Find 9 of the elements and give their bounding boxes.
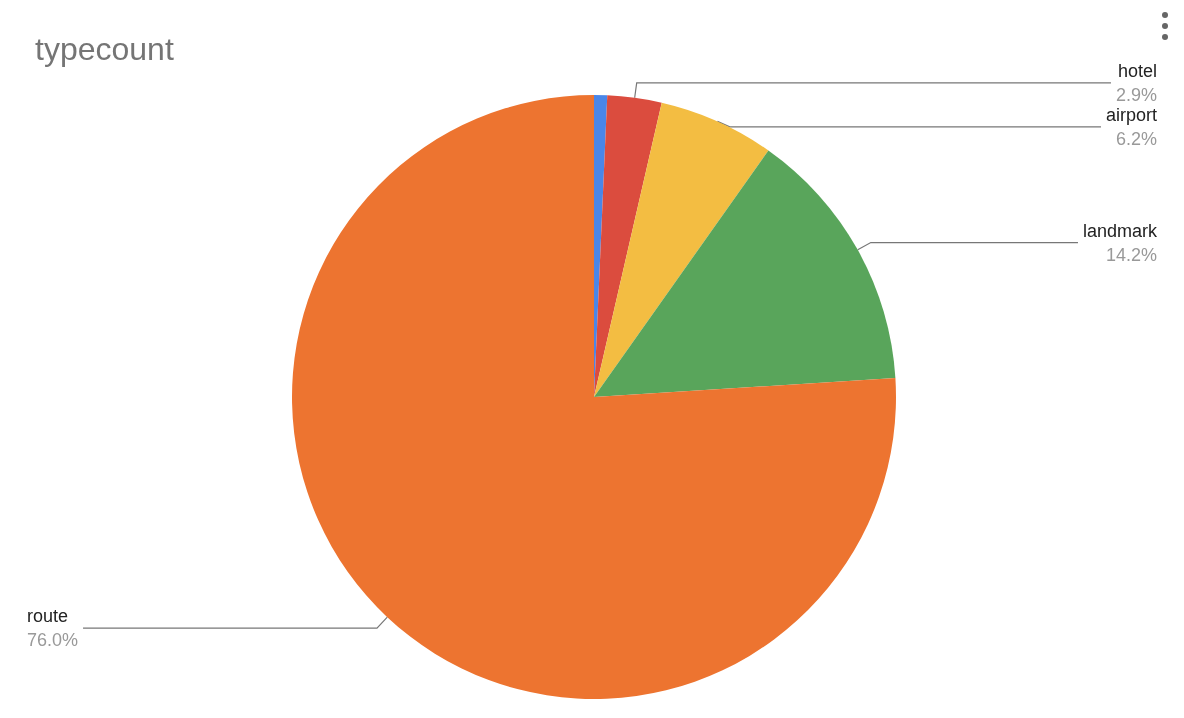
data-label: 76.0% [27,630,79,651]
slice-label: airport [1105,104,1157,125]
slice-label: landmark [1082,220,1158,241]
slice-label: route [27,606,69,627]
data-label: 14.2% [1105,244,1157,265]
data-label: 2.9% [1115,84,1157,105]
data-label: 6.2% [1115,128,1157,149]
slice-label: hotel [1117,60,1157,81]
chart-title: typecount [35,31,174,67]
